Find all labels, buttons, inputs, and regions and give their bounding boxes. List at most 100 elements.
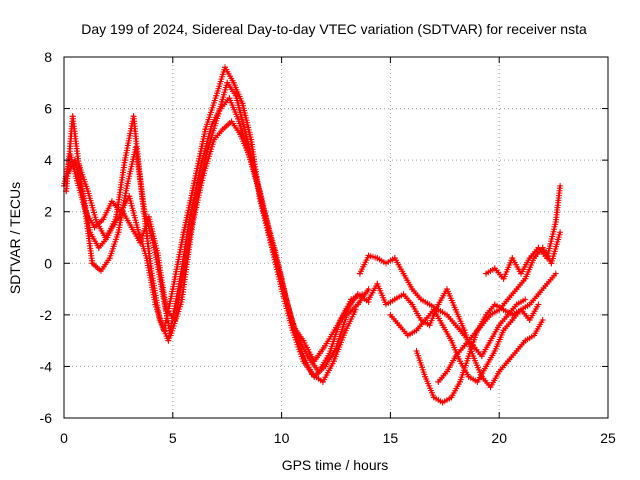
data-point [250, 162, 257, 169]
data-point [496, 306, 503, 313]
data-point [65, 170, 72, 176]
data-point [504, 358, 511, 365]
series-track-6 [365, 280, 546, 391]
data-point [535, 301, 542, 308]
data-point [387, 311, 394, 318]
data-point [444, 311, 450, 318]
data-point [513, 301, 520, 308]
data-point [518, 270, 524, 277]
axis-ticks [63, 56, 609, 419]
data-point [457, 358, 463, 365]
chart-title: Day 199 of 2024, Sidereal Day-to-day VTE… [81, 21, 587, 37]
data-point [135, 226, 141, 233]
data-point [93, 219, 100, 225]
data-point [448, 394, 455, 401]
data-point [461, 342, 468, 349]
data-point [182, 255, 189, 262]
data-point [215, 110, 222, 117]
data-point [365, 252, 372, 259]
data-point [169, 286, 176, 293]
data-point [483, 270, 490, 277]
data-point [341, 329, 348, 336]
data-point [478, 322, 485, 329]
y-axis-label: SDTVAR / TECUs [7, 182, 23, 294]
data-point [439, 399, 446, 406]
data-point [435, 301, 442, 308]
series-track-10 [483, 182, 564, 282]
data-point [272, 247, 279, 254]
data-point [539, 317, 546, 323]
data-point [172, 317, 178, 323]
x-tick-label: 15 [383, 430, 399, 446]
data-point [422, 317, 429, 323]
data-point [141, 208, 148, 215]
data-point [128, 224, 135, 231]
data-point [163, 306, 170, 313]
data-point [522, 337, 529, 344]
data-point [535, 244, 542, 251]
data-point [552, 270, 559, 277]
data-point [383, 301, 389, 308]
data-point [156, 317, 163, 323]
plot-frame [63, 56, 609, 419]
data-point [165, 337, 172, 344]
data-point [513, 348, 520, 354]
data-point [396, 322, 403, 329]
data-point [202, 126, 209, 133]
series-track-9 [387, 270, 559, 385]
data-point [102, 234, 109, 241]
x-tick-label: 0 [60, 430, 68, 446]
data-point [526, 255, 533, 262]
data-point [409, 286, 416, 293]
data-point [487, 384, 494, 391]
data-point [69, 113, 76, 120]
data-point [132, 144, 139, 151]
data-point [100, 216, 107, 223]
data-point [293, 332, 300, 339]
data-point [365, 286, 372, 293]
data-point [509, 255, 516, 262]
data-point [457, 378, 463, 385]
data-point [330, 358, 337, 365]
data-point [204, 146, 211, 153]
data-point [222, 64, 228, 71]
data-point [304, 353, 311, 360]
data-point [235, 115, 242, 122]
data-point [509, 317, 516, 323]
data-point [470, 332, 477, 339]
data-point [95, 244, 102, 251]
data-point [354, 301, 361, 308]
data-point [359, 291, 366, 298]
data-point [465, 373, 472, 380]
data-point [137, 239, 144, 246]
data-point [226, 95, 233, 102]
data-point [444, 368, 450, 375]
x-tick-label: 25 [600, 430, 616, 446]
data-point [213, 92, 220, 99]
data-point [108, 198, 115, 205]
data-point [496, 322, 503, 329]
data-point [124, 182, 131, 189]
data-point [417, 296, 424, 303]
data-point [309, 371, 316, 378]
series-track-4 [67, 79, 366, 375]
data-point [404, 332, 411, 339]
data-point [526, 301, 533, 308]
data-point [91, 224, 98, 231]
data-point [67, 162, 74, 169]
data-point [509, 311, 516, 318]
data-point [478, 353, 485, 360]
x-tick-label: 20 [491, 430, 507, 446]
data-point [391, 296, 398, 303]
y-tick-label: 4 [44, 152, 52, 168]
data-point [400, 291, 407, 298]
data-point [261, 208, 268, 215]
data-point [487, 337, 494, 344]
data-point [337, 317, 344, 323]
data-point [439, 322, 446, 329]
data-point [119, 208, 126, 215]
data-point [228, 118, 235, 125]
data-point [219, 126, 226, 133]
data-point [230, 79, 237, 86]
